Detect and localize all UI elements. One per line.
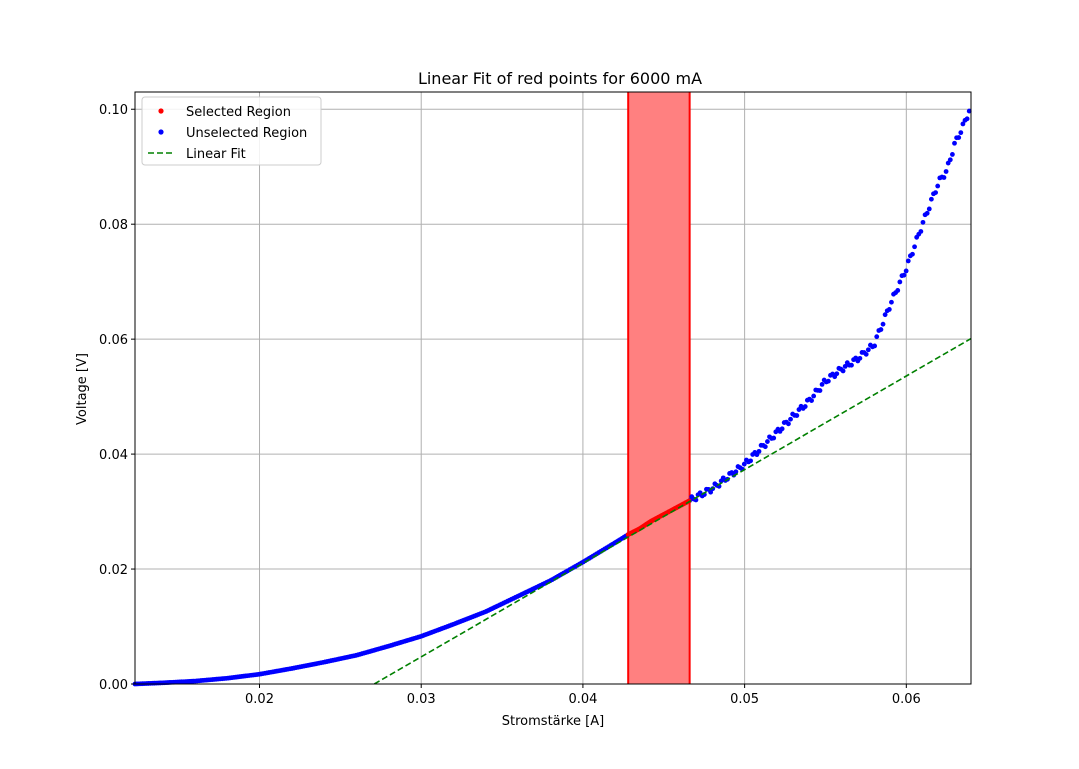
linear-fit-line bbox=[373, 337, 971, 684]
unselected-point bbox=[897, 279, 903, 285]
unselected-point bbox=[912, 244, 917, 250]
unselected-point bbox=[952, 140, 957, 146]
y-tick-label: 0.02 bbox=[99, 563, 128, 578]
y-axis-label: Voltage [V] bbox=[75, 353, 90, 425]
unselected-point bbox=[889, 299, 894, 305]
unselected-point bbox=[857, 355, 863, 361]
unselected-point bbox=[933, 190, 938, 195]
unselected-point bbox=[924, 210, 930, 216]
unselected-point bbox=[886, 307, 892, 312]
unselected-point bbox=[935, 183, 941, 189]
y-tick-label: 0.06 bbox=[99, 333, 128, 348]
selected-span bbox=[628, 92, 690, 684]
unselected-point bbox=[895, 288, 901, 293]
unselected-point bbox=[874, 334, 880, 340]
y-tick-label: 0.04 bbox=[99, 448, 128, 463]
unselected-point bbox=[905, 258, 911, 264]
y-tick-label: 0.08 bbox=[99, 218, 128, 233]
legend: Selected Region Unselected Region Linear F… bbox=[141, 96, 322, 166]
x-tick-label: 0.03 bbox=[407, 692, 436, 707]
unselected-point bbox=[872, 343, 878, 349]
grid bbox=[135, 92, 971, 685]
legend-label: Unselected Region bbox=[186, 126, 307, 141]
unselected-point bbox=[817, 388, 823, 393]
unselected-point bbox=[819, 381, 825, 387]
unselected-point bbox=[771, 435, 777, 441]
y-tick-label: 0.00 bbox=[99, 678, 128, 693]
unselected-point bbox=[794, 413, 800, 418]
unselected-point bbox=[966, 108, 972, 114]
y-tick-label: 0.10 bbox=[99, 103, 128, 118]
x-tick-label: 0.05 bbox=[730, 692, 759, 707]
unselected-point bbox=[880, 321, 886, 327]
unselected-point bbox=[901, 272, 907, 278]
x-axis-label: Stromstärke [A] bbox=[502, 714, 604, 729]
unselected-point bbox=[956, 135, 962, 140]
chart-title: Linear Fit of red points for 6000 mA bbox=[418, 69, 702, 88]
unselected-point bbox=[733, 469, 739, 475]
unselected-point bbox=[788, 416, 793, 422]
unselected-point bbox=[741, 461, 747, 467]
legend-marker bbox=[158, 129, 164, 135]
unselected-point bbox=[928, 196, 934, 202]
unselected-point bbox=[779, 426, 785, 432]
unselected-point bbox=[811, 393, 817, 399]
unselected-point bbox=[863, 351, 869, 357]
unselected-point bbox=[748, 458, 753, 464]
unselected-point bbox=[964, 116, 970, 122]
unselected-point bbox=[910, 251, 915, 257]
unselected-point bbox=[878, 327, 884, 332]
unselected-point bbox=[756, 448, 762, 454]
unselected-point bbox=[786, 421, 791, 427]
unselected-point bbox=[834, 371, 840, 377]
unselected-point bbox=[809, 398, 814, 403]
unselected-point bbox=[950, 152, 955, 157]
axes-frame bbox=[134, 91, 972, 685]
plot-content bbox=[132, 92, 972, 687]
legend-label: Linear Fit bbox=[186, 147, 246, 162]
ticks: 0.02 0.03 0.04 0.05 0.06 0.00 0.02 0.04 0.06 0.08… bbox=[99, 103, 921, 707]
unselected-point bbox=[920, 219, 926, 225]
unselected-point bbox=[918, 229, 924, 234]
unselected-point bbox=[762, 444, 768, 450]
unselected-point bbox=[840, 368, 846, 374]
unselected-point bbox=[943, 169, 949, 174]
legend-marker bbox=[158, 108, 164, 114]
legend-box bbox=[141, 96, 322, 166]
x-tick-label: 0.06 bbox=[892, 692, 921, 707]
unselected-point bbox=[842, 363, 848, 369]
unselected-point bbox=[882, 312, 888, 318]
x-tick-label: 0.04 bbox=[568, 692, 597, 707]
unselected-point bbox=[958, 130, 964, 136]
unselected-point bbox=[903, 268, 909, 274]
unselected-point bbox=[802, 404, 808, 409]
unselected-point bbox=[849, 362, 854, 368]
unselected-point bbox=[825, 378, 831, 384]
unselected-point bbox=[947, 157, 953, 163]
unselected-point bbox=[960, 121, 966, 127]
unselected-point bbox=[941, 175, 947, 180]
unselected-point bbox=[765, 439, 770, 444]
x-tick-label: 0.02 bbox=[245, 692, 274, 707]
legend-label: Selected Region bbox=[186, 105, 291, 120]
unselected-point bbox=[926, 206, 932, 212]
unselected-point bbox=[865, 347, 871, 353]
unselected-point bbox=[708, 489, 714, 495]
